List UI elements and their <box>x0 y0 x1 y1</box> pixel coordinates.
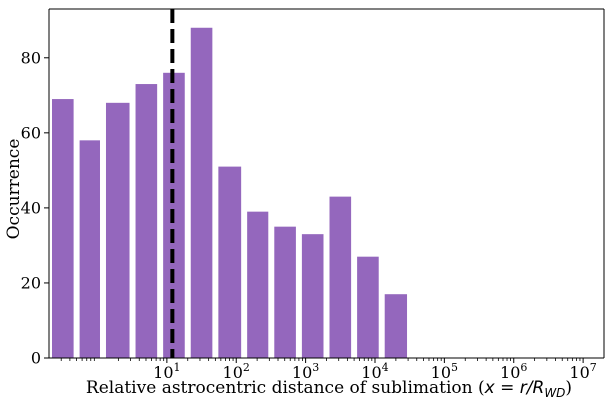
x-axis-label-subscript: WD <box>544 386 565 400</box>
histogram-bar <box>218 166 242 358</box>
y-axis-label: Occurrence <box>4 139 24 240</box>
x-tick-label: 107 <box>569 361 596 382</box>
y-tick-label: 0 <box>31 349 41 368</box>
x-tick-label: 104 <box>361 361 388 382</box>
histogram-bar <box>384 294 408 358</box>
histogram-bar <box>329 196 352 358</box>
x-tick-label: 102 <box>223 361 250 382</box>
x-axis-label: Relative astrocentric distance of sublim… <box>86 378 572 400</box>
histogram-bar <box>190 27 213 358</box>
histogram-bar <box>79 140 100 358</box>
axes-layer <box>48 8 605 359</box>
histogram-bar <box>247 211 269 358</box>
y-tick-label: 20 <box>21 273 41 292</box>
x-tick-label: 105 <box>431 361 458 382</box>
x-axis-label-suffix: ) <box>565 378 572 398</box>
x-axis-label-prefix: Relative astrocentric distance of sublim… <box>86 378 485 398</box>
histogram-bar <box>105 102 130 358</box>
x-tick-label: 101 <box>153 361 180 382</box>
x-tick-label: 103 <box>292 361 319 382</box>
y-tick-label: 40 <box>21 198 41 217</box>
histogram-bar <box>357 256 379 358</box>
histogram-bar <box>274 226 296 358</box>
histogram-bar <box>52 99 74 358</box>
x-axis-label-math: x = r/R <box>484 378 545 398</box>
histogram-bar <box>301 234 324 358</box>
x-tick-label: 106 <box>500 361 527 382</box>
bars-layer <box>52 27 408 359</box>
ticks-layer: 0 20 40 60 80 101 102 103 104 105 106 107 <box>21 48 597 382</box>
y-tick-label: 80 <box>21 48 41 67</box>
histogram-bar <box>135 84 158 359</box>
y-tick-label: 60 <box>21 123 41 142</box>
